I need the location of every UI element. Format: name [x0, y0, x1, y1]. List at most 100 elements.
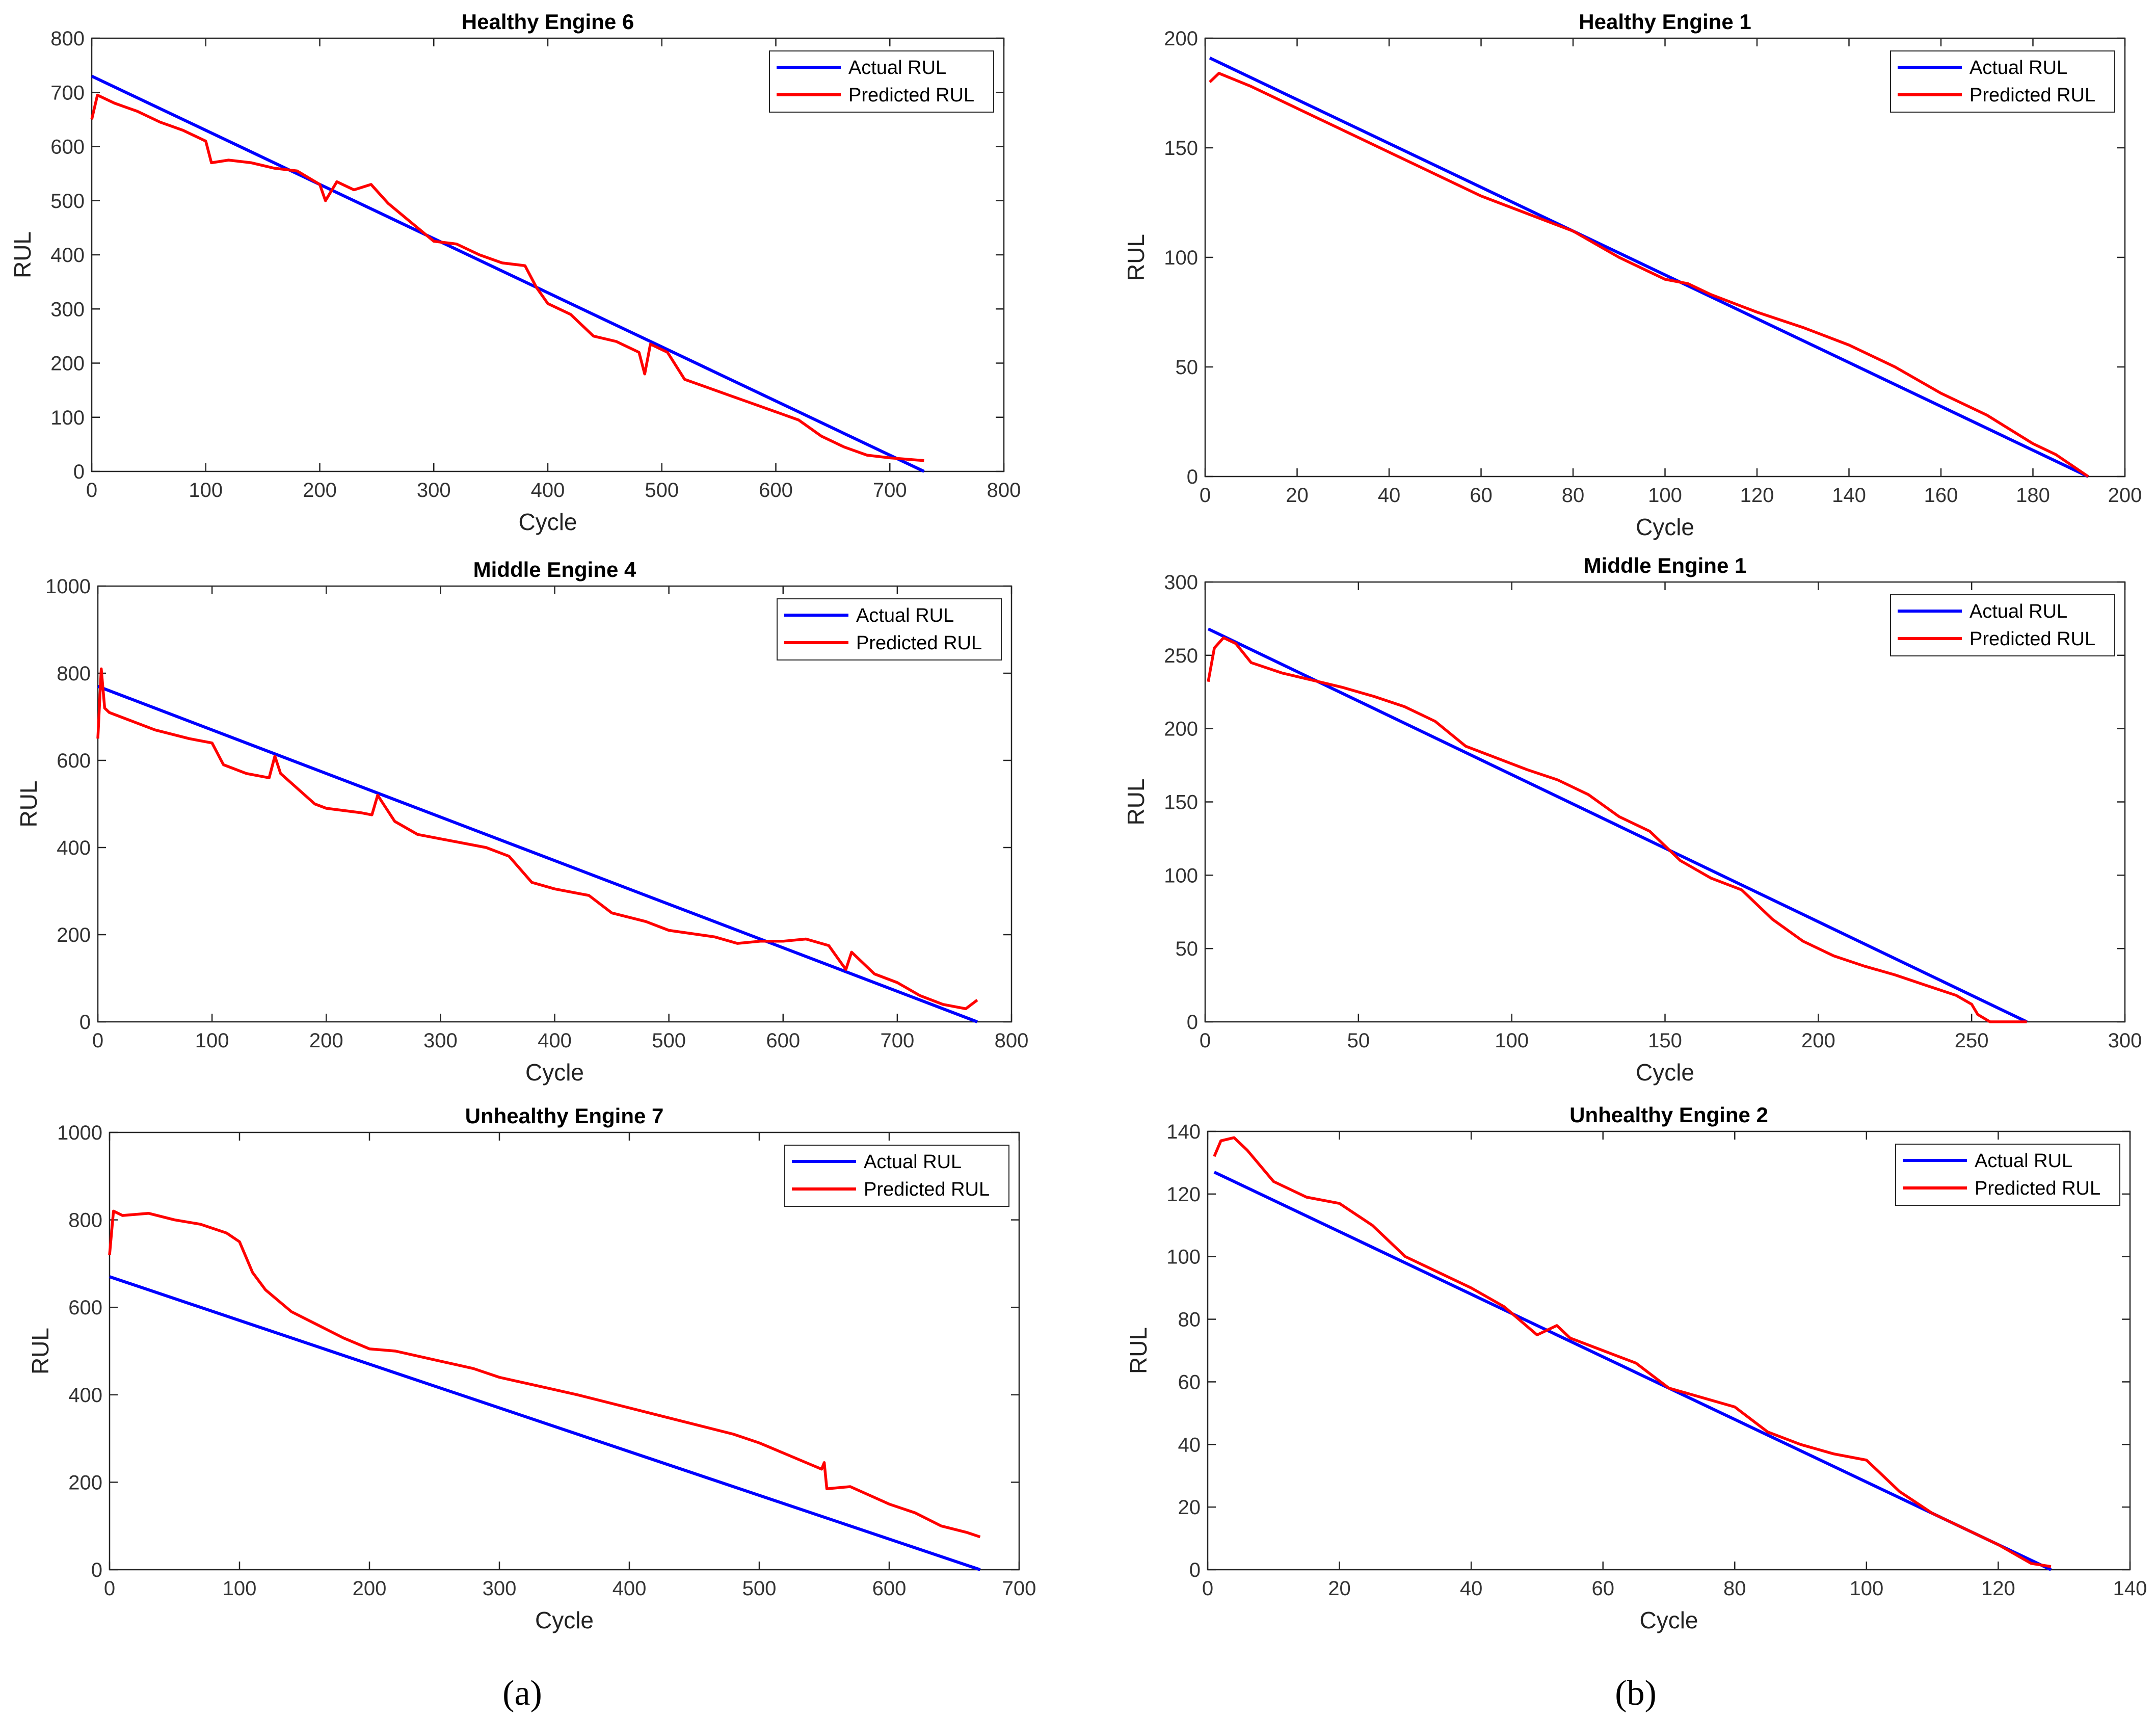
x-tick-label: 0: [104, 1577, 115, 1600]
y-tick-label: 400: [68, 1384, 102, 1407]
legend: Actual RUL Predicted RUL: [1890, 50, 2115, 113]
y-tick-label: 50: [1176, 356, 1199, 379]
legend: Actual RUL Predicted RUL: [784, 1145, 1009, 1207]
legend-entry: Actual RUL: [1975, 1150, 2072, 1172]
y-tick-label: 1000: [45, 575, 91, 598]
y-axis-label: RUL: [1123, 778, 1149, 825]
y-tick-label: 100: [1164, 247, 1198, 269]
x-tick-label: 500: [652, 1029, 686, 1052]
x-tick-label: 0: [1200, 1029, 1211, 1052]
x-tick-label: 80: [1562, 484, 1585, 507]
x-tick-label: 50: [1347, 1029, 1370, 1052]
x-tick-label: 600: [759, 479, 793, 501]
legend-entry: Actual RUL: [856, 605, 954, 626]
x-tick-label: 300: [483, 1577, 517, 1600]
x-tick-label: 40: [1460, 1577, 1483, 1600]
y-tick-label: 400: [57, 837, 91, 859]
y-tick-label: 200: [57, 924, 91, 946]
x-tick-label: 100: [195, 1029, 229, 1052]
y-tick-label: 150: [1164, 791, 1198, 814]
y-tick-label: 0: [1187, 466, 1198, 488]
legend-entry: Predicted RUL: [1969, 628, 2095, 650]
y-tick-label: 400: [50, 244, 85, 267]
x-tick-label: 100: [223, 1577, 257, 1600]
series-line-actual: [109, 1275, 981, 1571]
series-line-predicted: [1213, 1136, 2052, 1568]
y-tick-label: 200: [1164, 28, 1198, 50]
y-tick-label: 250: [1164, 645, 1198, 667]
series-line-actual: [1207, 627, 2028, 1023]
legend: Actual RUL Predicted RUL: [1895, 1144, 2120, 1206]
y-axis-label: RUL: [1123, 234, 1149, 281]
x-tick-label: 100: [1849, 1577, 1883, 1600]
x-tick-label: 180: [2016, 484, 2050, 507]
x-tick-label: 100: [1495, 1029, 1529, 1052]
chart-4: Middle Engine 1 0 50 100 150 200 250 300 0 50 100 1…: [1123, 553, 2142, 1086]
legend-entry: Actual RUL: [1969, 57, 2067, 78]
y-tick-label: 0: [79, 1011, 91, 1034]
y-tick-label: 120: [1166, 1183, 1201, 1206]
x-tick-label: 20: [1286, 484, 1309, 507]
x-tick-label: 200: [309, 1029, 343, 1052]
y-tick-label: 200: [1164, 718, 1198, 741]
x-tick-label: 100: [189, 479, 223, 501]
figure-label-b: (b): [1615, 1674, 1657, 1713]
legend-entry: Predicted RUL: [848, 85, 974, 106]
x-tick-label: 150: [1648, 1029, 1682, 1052]
legend-box: [1890, 594, 2115, 656]
chart-title: Healthy Engine 6: [462, 10, 634, 34]
x-axis-label: Cycle: [525, 1059, 584, 1086]
chart-title: Middle Engine 1: [1584, 553, 1747, 577]
y-tick-label: 50: [1176, 938, 1199, 960]
legend: Actual RUL Predicted RUL: [777, 598, 1002, 660]
y-axis-label: RUL: [15, 780, 42, 827]
y-tick-label: 600: [57, 750, 91, 772]
y-tick-label: 100: [50, 407, 85, 429]
legend: Actual RUL Predicted RUL: [1890, 594, 2115, 656]
y-tick-label: 0: [1189, 1559, 1201, 1581]
legend: Actual RUL Predicted RUL: [769, 50, 994, 113]
series-line-actual: [1209, 56, 2089, 478]
x-tick-label: 400: [538, 1029, 572, 1052]
x-tick-label: 120: [1740, 484, 1774, 507]
x-tick-label: 200: [1801, 1029, 1835, 1052]
y-tick-label: 150: [1164, 137, 1198, 160]
x-tick-label: 700: [873, 479, 907, 501]
x-tick-label: 100: [1648, 484, 1682, 507]
chart-6: Unhealthy Engine 2 0 20 40 60 80 100 120 140 0 20 4…: [1125, 1103, 2147, 1633]
series-line-predicted: [108, 1209, 981, 1539]
y-axis-label: RUL: [27, 1328, 54, 1375]
x-tick-label: 400: [613, 1577, 647, 1600]
x-axis-label: Cycle: [518, 509, 577, 535]
legend-entry: Actual RUL: [1969, 601, 2067, 622]
y-axis-label: RUL: [1125, 1327, 1152, 1374]
chart-5: Unhealthy Engine 7 0 100 200 300 400 500 600 700…: [27, 1104, 1036, 1633]
chart-3: Middle Engine 4 0 100 200 300 400 500 600 700 800…: [15, 558, 1028, 1086]
x-tick-label: 250: [1955, 1029, 1989, 1052]
x-axis-label: Cycle: [535, 1607, 594, 1633]
y-axis-label: RUL: [9, 231, 36, 278]
legend-entry: Predicted RUL: [1975, 1178, 2100, 1199]
x-tick-label: 700: [881, 1029, 915, 1052]
x-tick-label: 20: [1328, 1577, 1351, 1600]
chart-title: Unhealthy Engine 7: [465, 1104, 664, 1128]
x-tick-label: 200: [2108, 484, 2142, 507]
x-axis-label: Cycle: [1636, 514, 1694, 540]
series-line-predicted: [1209, 72, 2089, 478]
x-tick-label: 40: [1378, 484, 1401, 507]
y-tick-label: 40: [1178, 1434, 1201, 1456]
y-tick-label: 600: [50, 136, 85, 158]
series-line-predicted: [96, 667, 978, 1011]
legend-box: [1890, 50, 2115, 113]
legend-box: [1895, 1144, 2120, 1206]
x-tick-label: 200: [353, 1577, 387, 1600]
x-tick-label: 500: [645, 479, 679, 501]
series-line-actual: [97, 684, 978, 1023]
x-tick-label: 600: [872, 1577, 907, 1600]
x-tick-label: 120: [1981, 1577, 2015, 1600]
x-tick-label: 300: [423, 1029, 458, 1052]
y-tick-label: 60: [1178, 1371, 1201, 1393]
y-tick-label: 800: [50, 28, 85, 50]
y-tick-label: 800: [57, 663, 91, 685]
